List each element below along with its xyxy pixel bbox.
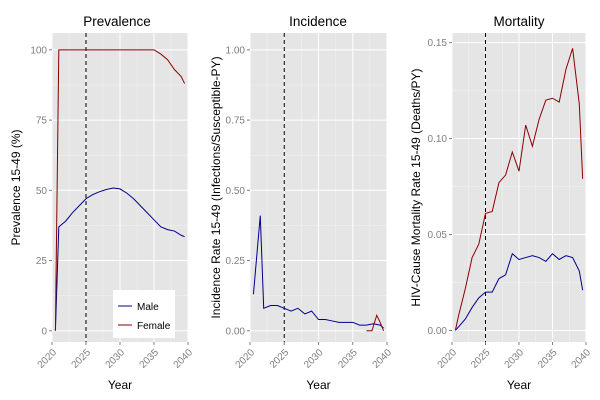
x-tick-label: 2020 — [36, 347, 60, 371]
x-tick-label: 2030 — [503, 347, 527, 371]
y-tick-label: 0.05 — [428, 230, 448, 241]
x-tick-label: 2040 — [172, 347, 196, 371]
y-axis-label: Incidence Rate 15-49 (Infections/Suscept… — [209, 56, 223, 318]
legend-label-female: Female — [137, 321, 171, 332]
x-tick-label: 2040 — [570, 347, 594, 371]
panel-title: Prevalence — [83, 14, 151, 29]
panel-title: Incidence — [289, 14, 347, 29]
legend-box — [113, 290, 175, 338]
y-tick-label: 0.25 — [226, 256, 246, 267]
x-tick-label: 2035 — [536, 347, 560, 371]
panel-2: 0.00 0.25 0.50 0.75 1.00 2020 2025 2030 2035 2040… — [209, 14, 394, 392]
y-tick-label: 1.00 — [226, 45, 246, 56]
x-tick-label: 2025 — [268, 347, 292, 371]
x-tick-label: 2020 — [234, 347, 258, 371]
series-line-2 — [366, 313, 385, 332]
series-line-male — [54, 187, 185, 331]
x-tick-label: 2030 — [104, 347, 128, 371]
y-tick-label: 50 — [36, 186, 48, 197]
x-tick-label: 2025 — [70, 347, 94, 371]
x-tick-label: 2035 — [336, 347, 360, 371]
y-tick-label: 0.15 — [428, 38, 448, 49]
series-line-female — [54, 49, 186, 331]
y-tick-label: 0.75 — [226, 116, 246, 127]
y-tick-label: 75 — [36, 116, 48, 127]
x-axis-label: Year — [306, 378, 330, 392]
series-line-2 — [454, 48, 584, 331]
y-axis-label: Prevalence 15-49 (%) — [9, 129, 23, 245]
panel-1: 0 25 50 75 100 2020 2025 2030 2035 2040 Prevalence… — [9, 14, 195, 392]
legend-label-male: Male — [137, 302, 159, 313]
y-tick-label: 0.50 — [226, 186, 246, 197]
series-line-1 — [454, 252, 584, 331]
x-tick-label: 2040 — [371, 347, 395, 371]
y-tick-label: 0.00 — [428, 326, 448, 337]
series-line-1 — [252, 215, 384, 329]
x-axis-label: Year — [108, 378, 132, 392]
x-tick-label: 2025 — [469, 347, 493, 371]
x-tick-label: 2035 — [138, 347, 162, 371]
x-tick-label: 2020 — [436, 347, 460, 371]
panel-3: 0.00 0.05 0.10 0.15 2020 2025 2030 2035 2040 Mort… — [409, 14, 593, 392]
y-tick-label: 100 — [30, 45, 47, 56]
x-tick-label: 2030 — [302, 347, 326, 371]
y-tick-label: 0.00 — [226, 326, 246, 337]
y-tick-label: 0 — [41, 326, 47, 337]
panel-title: Mortality — [493, 14, 544, 29]
y-tick-label: 0.10 — [428, 134, 448, 145]
y-tick-label: 25 — [36, 256, 48, 267]
legend: Male Female — [113, 290, 175, 338]
y-axis-label: HIV-Cause Mortality Rate 15-49 (Deaths/P… — [409, 68, 423, 306]
x-axis-label: Year — [507, 378, 531, 392]
